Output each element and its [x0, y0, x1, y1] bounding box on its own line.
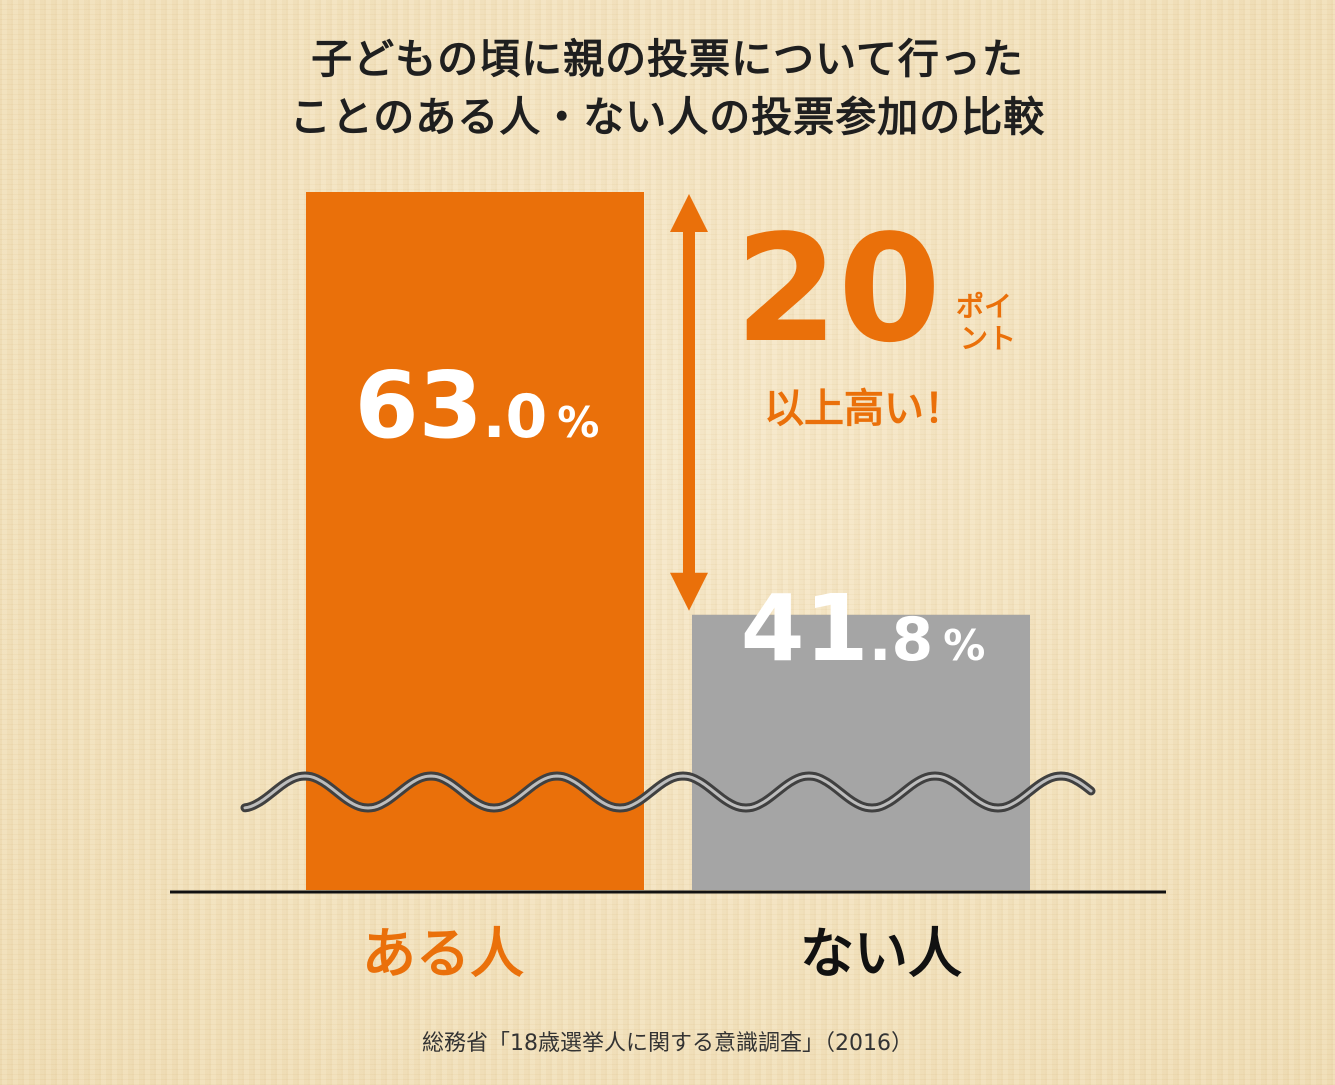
- bar-no: [692, 614, 1030, 890]
- difference-unit-top: ポイ: [956, 290, 1012, 323]
- bar-value-label: 41.8%: [741, 575, 986, 682]
- difference-arrow: [670, 194, 708, 611]
- source-note: 総務省「18歳選挙人に関する意識調査」（2016）: [422, 1031, 913, 1056]
- axis-break-wave: [240, 771, 1096, 813]
- difference-text: 以上高い！: [764, 386, 964, 432]
- bar-yes: [306, 192, 644, 890]
- difference-unit-bottom: ント: [960, 322, 1016, 355]
- chart-title: 子どもの頃に親の投票について行った ことのある人・ない人の投票参加の比較: [0, 30, 1335, 146]
- category-label-no: ない人: [800, 922, 962, 985]
- difference-number: 20: [735, 203, 941, 375]
- bar-value-label: 63.0%: [355, 352, 600, 459]
- chart-title-line1: 子どもの頃に親の投票について行った: [311, 35, 1024, 83]
- category-label-yes: ある人: [362, 922, 524, 985]
- chart-title-line2: ことのある人・ない人の投票参加の比較: [289, 93, 1046, 141]
